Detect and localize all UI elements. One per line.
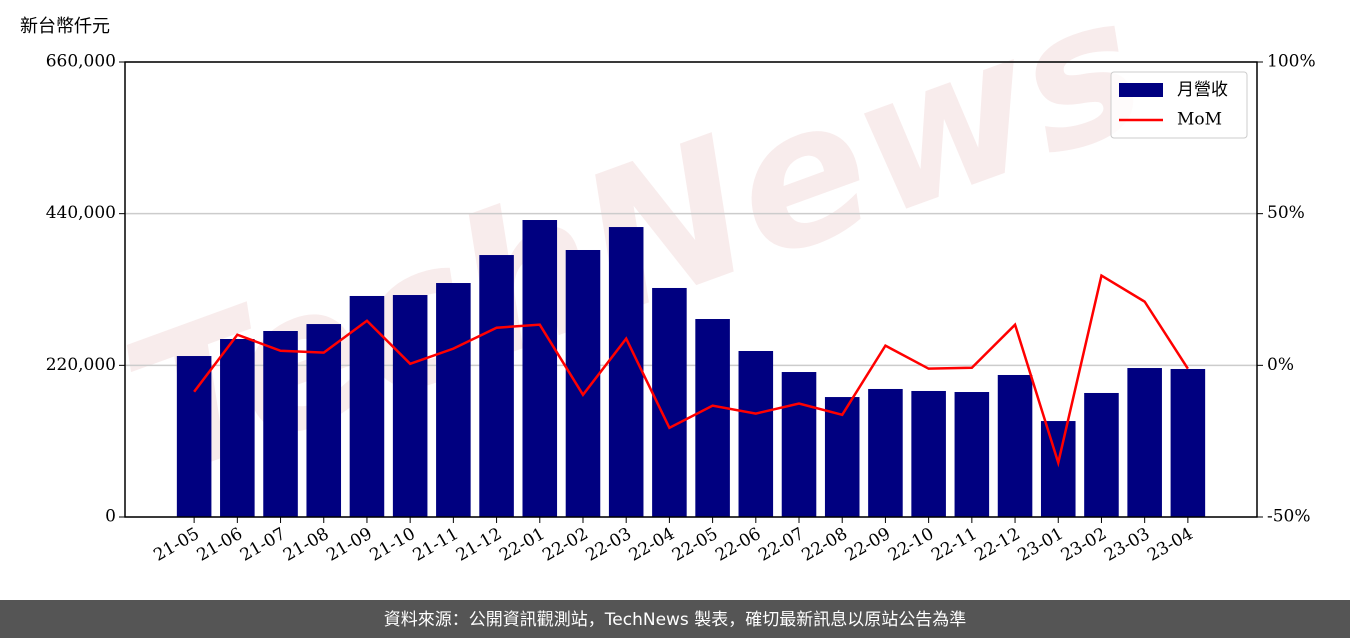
y2-tick-label: 50% <box>1267 203 1305 223</box>
plot-frame <box>124 61 1258 518</box>
bar <box>954 392 990 517</box>
x-tick-label: 22-10 <box>885 524 937 566</box>
bar <box>1127 368 1162 517</box>
x-tick-label: 21-09 <box>323 524 375 566</box>
x-tick-label: 21-10 <box>366 524 418 566</box>
x-tick-label: 21-07 <box>237 524 289 566</box>
y-tick-label: 0 <box>105 507 116 527</box>
bar <box>868 388 903 517</box>
y2-tick-label: 0% <box>1267 355 1294 375</box>
x-tick-label: 22-06 <box>712 524 764 566</box>
line <box>193 273 1189 468</box>
y2-tick-label: 100% <box>1267 52 1316 72</box>
x-tick-label: 22-11 <box>928 524 980 566</box>
legend-label: MoM <box>1177 110 1222 130</box>
x-tick-label: 23-02 <box>1058 524 1110 566</box>
footer-bar <box>0 600 1350 638</box>
x-tick-label: 21-06 <box>194 524 246 566</box>
bar <box>781 372 817 517</box>
bar <box>911 390 946 517</box>
bar <box>608 227 644 518</box>
bar <box>220 338 255 517</box>
bar <box>1084 392 1119 517</box>
bar <box>306 324 342 517</box>
x-tick-label: 22-02 <box>539 524 591 566</box>
bar <box>1170 368 1206 517</box>
bar <box>392 295 428 517</box>
x-tick-label: 21-05 <box>150 524 202 566</box>
x-tick-label: 21-11 <box>410 524 462 566</box>
y-tick-label: 440,000 <box>46 203 116 223</box>
bar <box>997 374 1033 517</box>
y-tick-label: 660,000 <box>46 52 116 72</box>
x-tick-label: 22-09 <box>842 524 894 566</box>
legend-swatch <box>1119 83 1163 97</box>
bar <box>824 397 860 517</box>
footer: 資料來源：公開資訊觀測站，TechNews 製表，確切最新訊息以原站公告為準 <box>384 610 966 630</box>
x-tick-label: 21-12 <box>453 524 505 566</box>
x-tick-label: 22-01 <box>496 524 548 566</box>
x-tick-label: 22-07 <box>755 524 807 566</box>
bar <box>263 331 298 517</box>
x-tick-label: 23-03 <box>1101 524 1153 566</box>
bar <box>695 319 730 517</box>
bar <box>1040 421 1076 517</box>
bar <box>738 350 774 517</box>
legend-label: 月營收 <box>1177 80 1228 100</box>
y-tick-label: 220,000 <box>46 355 116 375</box>
x-tick-label: 22-12 <box>971 524 1023 566</box>
x-tick-label: 23-04 <box>1144 524 1196 566</box>
bar <box>176 356 212 517</box>
y2-tick-label: -50% <box>1267 507 1311 527</box>
x-tick-label: 22-05 <box>669 524 721 566</box>
x-tick-label: 22-04 <box>626 524 678 566</box>
bar <box>479 255 514 517</box>
bar <box>565 249 601 517</box>
x-tick-label: 23-01 <box>1015 524 1067 566</box>
x-tick-label: 21-08 <box>280 524 332 566</box>
x-tick-label: 22-03 <box>582 524 634 566</box>
bar <box>436 283 471 517</box>
bar <box>522 220 558 517</box>
x-tick-label: 22-08 <box>799 524 851 566</box>
y-axis-label: 新台幣仟元 <box>20 16 110 37</box>
